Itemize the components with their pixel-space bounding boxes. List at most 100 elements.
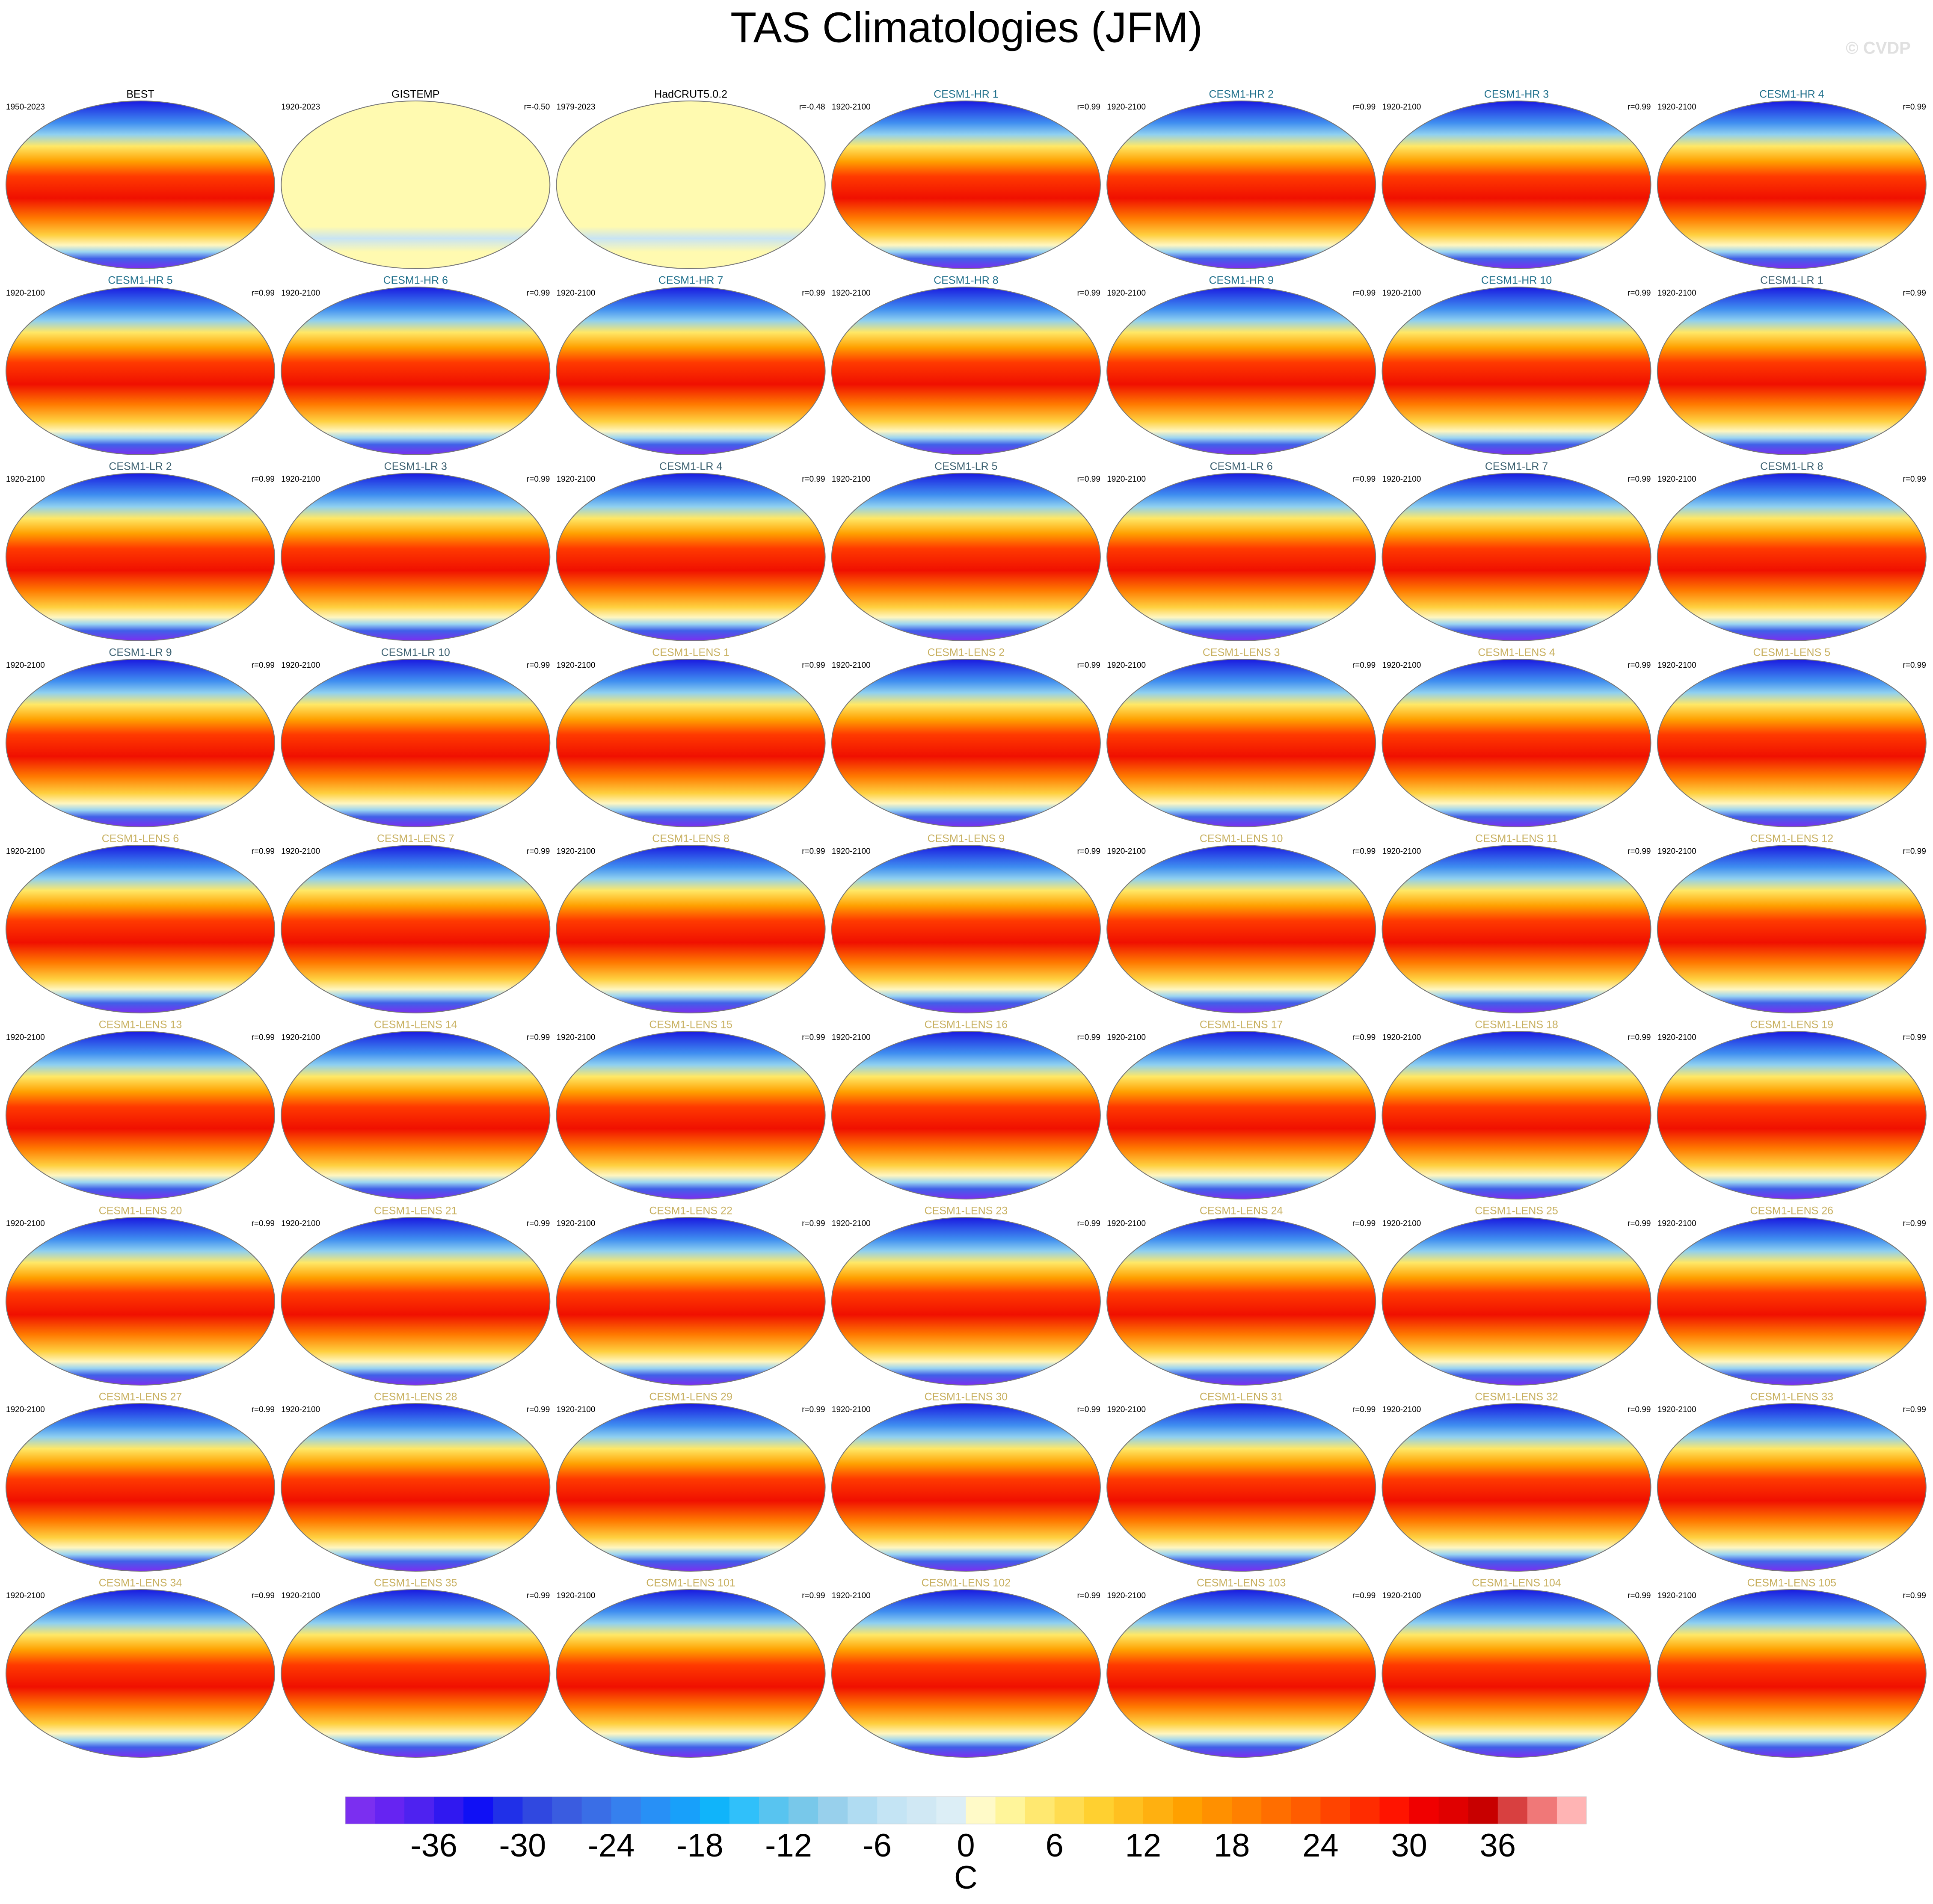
panel-years: 1920-2100 bbox=[1382, 475, 1421, 484]
panel-r: r=0.99 bbox=[1628, 1033, 1651, 1042]
panel-title: CESM1-LENS 5 bbox=[1753, 647, 1830, 659]
colorbar-frame bbox=[345, 1796, 1587, 1824]
panel-r: r=0.99 bbox=[1903, 1219, 1926, 1228]
colorbar-tick-label: 0 bbox=[957, 1827, 975, 1864]
colorbar-box bbox=[1113, 1797, 1144, 1824]
map bbox=[281, 101, 551, 269]
panel-years: 1920-2100 bbox=[557, 1591, 596, 1600]
map bbox=[1657, 1589, 1927, 1758]
map bbox=[556, 659, 826, 827]
panel-years: 1920-2100 bbox=[281, 1591, 320, 1600]
colorbar-tick-label: -6 bbox=[863, 1827, 892, 1864]
colorbar-box bbox=[1350, 1797, 1380, 1824]
colorbar-box bbox=[375, 1797, 405, 1824]
map bbox=[556, 287, 826, 455]
panel-r: r=0.99 bbox=[1352, 1405, 1376, 1414]
panel-r: r=0.99 bbox=[1352, 1219, 1376, 1228]
colorbar-box bbox=[1409, 1797, 1439, 1824]
map bbox=[1382, 659, 1651, 827]
colorbar-box bbox=[1497, 1797, 1528, 1824]
map bbox=[1382, 845, 1651, 1013]
panel-years: 1920-2100 bbox=[557, 661, 596, 670]
panel-title: CESM1-HR 9 bbox=[1209, 275, 1273, 287]
map bbox=[1657, 1217, 1927, 1386]
colorbar-box bbox=[818, 1797, 848, 1824]
map bbox=[6, 1031, 275, 1199]
panel-years: 1920-2100 bbox=[281, 1033, 320, 1042]
map bbox=[1657, 845, 1927, 1013]
map bbox=[281, 1031, 551, 1199]
colorbar-box bbox=[1468, 1797, 1498, 1824]
panel-r: r=0.99 bbox=[1628, 103, 1651, 112]
panel-years: 1920-2100 bbox=[6, 1405, 45, 1414]
map bbox=[1106, 845, 1376, 1013]
panel-r: r=0.99 bbox=[252, 289, 275, 298]
panel-years: 1920-2100 bbox=[1382, 1033, 1421, 1042]
panel-years: 1920-2100 bbox=[6, 1033, 45, 1042]
map bbox=[281, 845, 551, 1013]
panel-years: 1920-2100 bbox=[6, 1219, 45, 1228]
panel-years: 1920-2100 bbox=[1657, 1405, 1696, 1414]
panel-years: 1920-2100 bbox=[1657, 1219, 1696, 1228]
map bbox=[556, 1589, 826, 1758]
panel-years: 1920-2100 bbox=[1107, 1033, 1146, 1042]
colorbar-box bbox=[640, 1797, 671, 1824]
panel-years: 1920-2100 bbox=[1657, 103, 1696, 112]
map bbox=[556, 1031, 826, 1199]
panel-title: CESM1-LR 6 bbox=[1210, 461, 1273, 473]
panel-title: CESM1-HR 10 bbox=[1481, 275, 1552, 287]
panel-years: 1920-2100 bbox=[1657, 475, 1696, 484]
panel-r: r=0.99 bbox=[802, 289, 825, 298]
colorbar-box bbox=[1291, 1797, 1321, 1824]
panel-title: CESM1-LENS 10 bbox=[1200, 833, 1283, 845]
panel-years: 1920-2100 bbox=[832, 1591, 871, 1600]
panel-years: 1920-2100 bbox=[832, 475, 871, 484]
panel-r: r=0.99 bbox=[1077, 1033, 1100, 1042]
panel-title: CESM1-LR 2 bbox=[109, 461, 172, 473]
map bbox=[1106, 1217, 1376, 1386]
panel-years: 1920-2100 bbox=[281, 475, 320, 484]
map bbox=[281, 473, 551, 641]
colorbar-box bbox=[1054, 1797, 1085, 1824]
map bbox=[1657, 287, 1927, 455]
panel-r: r=-0.50 bbox=[524, 103, 550, 112]
colorbar-box bbox=[1173, 1797, 1203, 1824]
panel-title: CESM1-LR 7 bbox=[1485, 461, 1548, 473]
panel-title: CESM1-LENS 24 bbox=[1200, 1205, 1283, 1217]
colorbar-box bbox=[700, 1797, 730, 1824]
panel-title: CESM1-LENS 33 bbox=[1750, 1391, 1834, 1403]
panel-title: CESM1-HR 3 bbox=[1484, 89, 1549, 101]
panel-title: CESM1-LENS 22 bbox=[649, 1205, 732, 1217]
panel-title: CESM1-LENS 104 bbox=[1472, 1577, 1561, 1589]
colorbar-box bbox=[1556, 1797, 1587, 1824]
panel-years: 1920-2100 bbox=[1657, 847, 1696, 856]
panel-years: 1920-2100 bbox=[1382, 289, 1421, 298]
panel-r: r=0.99 bbox=[1903, 289, 1926, 298]
panel-years: 1920-2100 bbox=[1107, 475, 1146, 484]
panel-r: r=0.99 bbox=[1077, 847, 1100, 856]
panel-title: CESM1-LENS 30 bbox=[925, 1391, 1008, 1403]
panel-r: r=0.99 bbox=[1352, 103, 1376, 112]
panel-title: CESM1-LENS 29 bbox=[649, 1391, 732, 1403]
panel-years: 1920-2100 bbox=[1107, 1405, 1146, 1414]
panel-r: r=0.99 bbox=[252, 847, 275, 856]
panel-r: r=0.99 bbox=[1903, 475, 1926, 484]
map bbox=[1657, 1031, 1927, 1199]
panel-r: r=0.99 bbox=[1628, 475, 1651, 484]
panel-years: 1920-2100 bbox=[832, 1405, 871, 1414]
map bbox=[1382, 101, 1651, 269]
colorbar-box bbox=[1084, 1797, 1114, 1824]
panel-r: r=0.99 bbox=[1352, 1033, 1376, 1042]
map bbox=[1106, 659, 1376, 827]
panel-title: CESM1-LR 1 bbox=[1760, 275, 1823, 287]
panel-r: r=-0.48 bbox=[799, 103, 825, 112]
map bbox=[831, 1031, 1101, 1199]
map bbox=[1382, 473, 1651, 641]
panel-years: 1920-2100 bbox=[1382, 1591, 1421, 1600]
panel-title: CESM1-LENS 18 bbox=[1475, 1019, 1558, 1031]
panel-years: 1920-2100 bbox=[832, 103, 871, 112]
map bbox=[1382, 287, 1651, 455]
panel-years: 1920-2100 bbox=[281, 1219, 320, 1228]
map bbox=[1382, 1217, 1651, 1386]
panel-title: CESM1-LENS 21 bbox=[374, 1205, 457, 1217]
